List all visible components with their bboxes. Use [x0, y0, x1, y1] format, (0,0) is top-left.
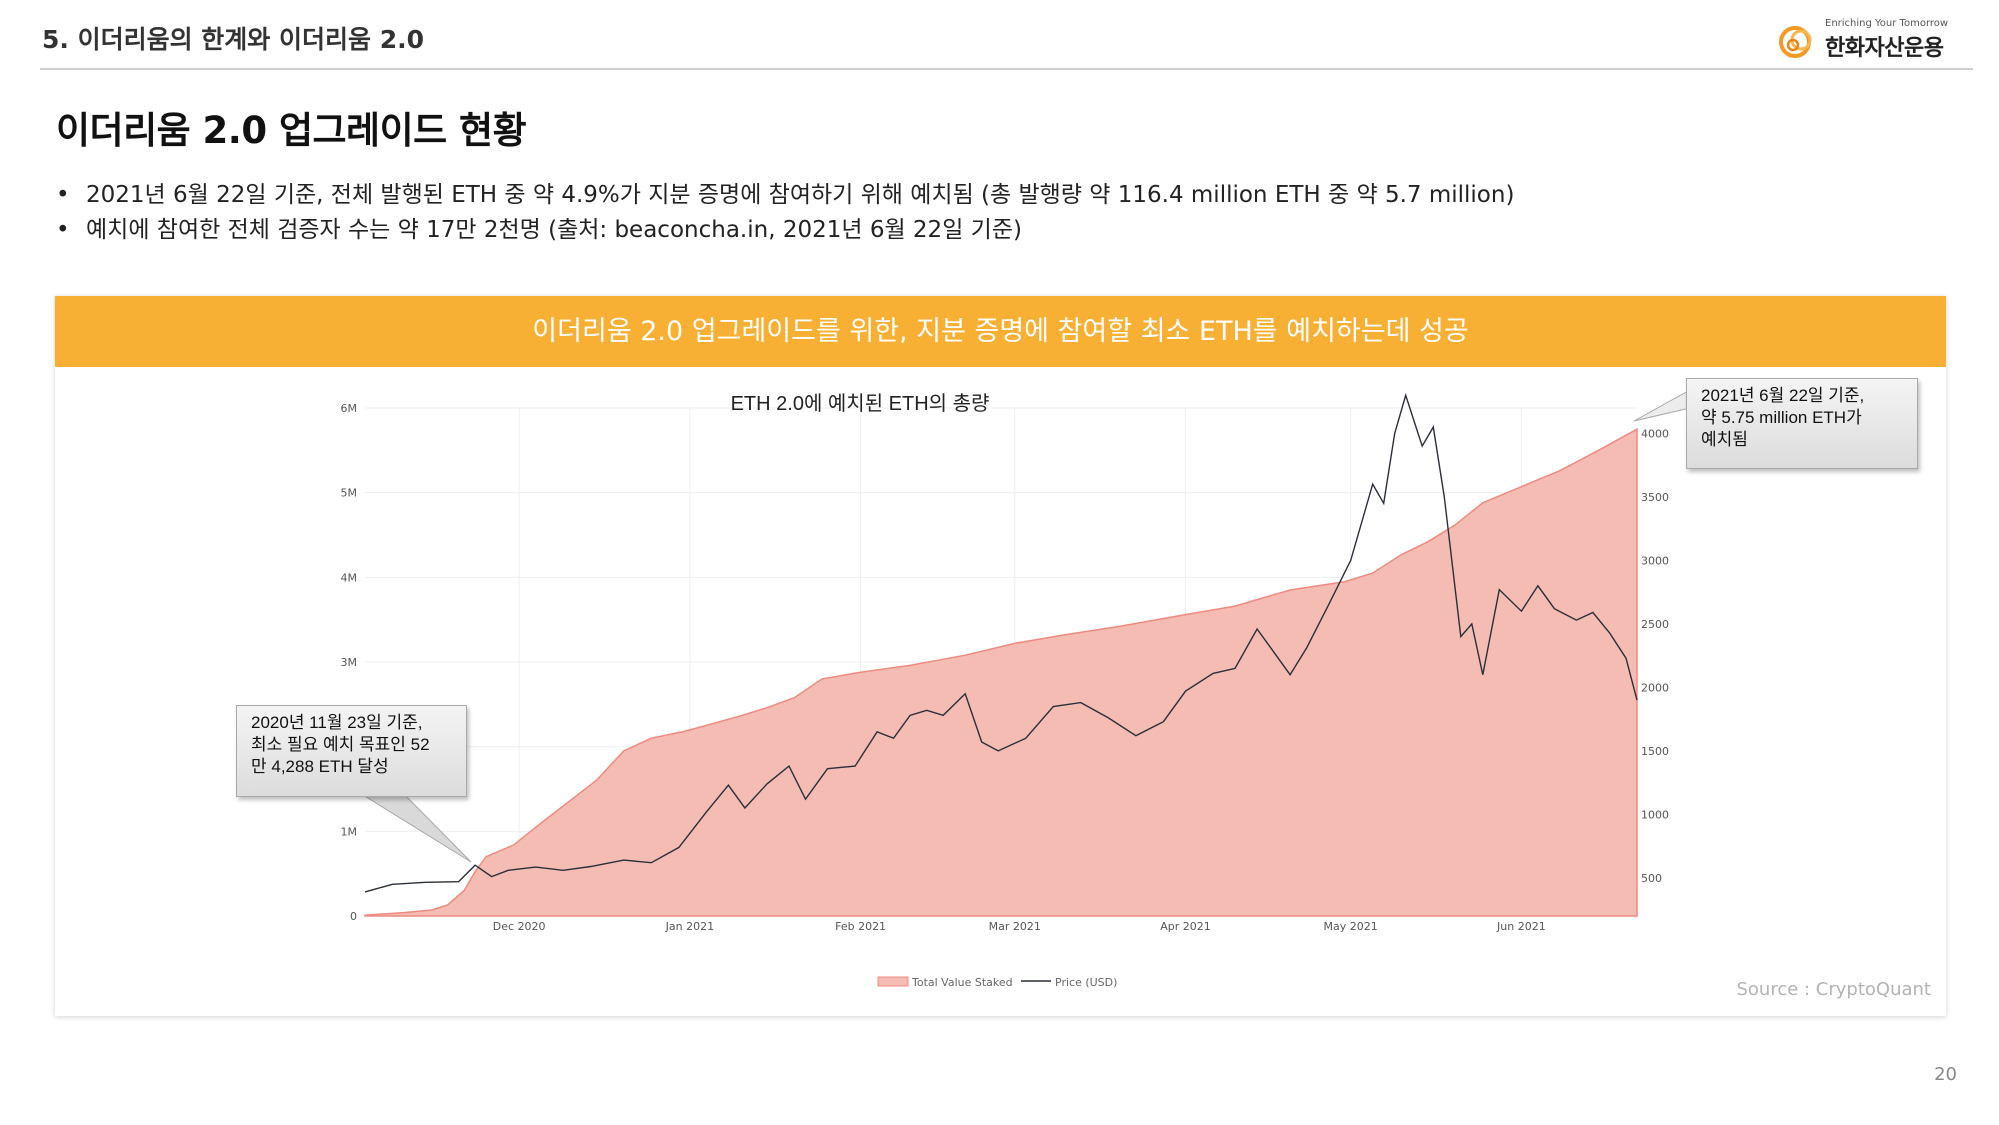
price-line	[364, 392, 1638, 893]
x-tick-label: Mar 2021	[989, 920, 1041, 933]
staking-chart: Dec 2020 Jan 2021 Feb 2021 Mar 2021 Apr 2021…	[341, 392, 1670, 989]
x-tick-label: Jun 2021	[1496, 920, 1546, 933]
callout-line: 약 5.75 million ETH가	[1701, 408, 1862, 427]
y-left-axis-ticks: 01M2M3M4M5M6M	[341, 402, 358, 923]
y-right-tick-label: 2000	[1641, 681, 1669, 694]
y-left-tick-label: 1M	[341, 825, 358, 838]
logo-swirl-icon	[1779, 26, 1812, 58]
y-left-tick-label: 4M	[341, 571, 358, 584]
callout-line: 예치됨	[1701, 430, 1748, 449]
y-right-tick-label: 3500	[1641, 491, 1669, 504]
y-right-tick-label: 1500	[1641, 745, 1669, 758]
bullet-text: 2021년 6월 22일 기준, 전체 발행된 ETH 중 약 4.9%가 지분…	[86, 182, 1515, 208]
section-title: 5. 이더리움의 한계와 이더리움 2.0	[42, 25, 424, 54]
chart-title: ETH 2.0에 예치된 ETH의 총량	[731, 392, 990, 415]
y-right-tick-label: 2500	[1641, 618, 1669, 631]
total-value-staked-area	[364, 427, 1638, 917]
y-right-axis-ticks: 500 1000 1500 2000 2500 3000 3500 4000	[1641, 427, 1669, 885]
y-right-tick-label: 3000	[1641, 554, 1669, 567]
bullet-list: • 2021년 6월 22일 기준, 전체 발행된 ETH 중 약 4.9%가 지…	[56, 178, 1514, 248]
callout-line: 2020년 11월 23일 기준,	[251, 713, 423, 732]
y-left-tick-label: 0	[350, 910, 357, 923]
chart-legend: Total Value Staked Price (USD)	[877, 976, 1117, 989]
logo-tagline: Enriching Your Tomorrow	[1825, 18, 1949, 29]
y-left-tick-label: 5M	[341, 487, 358, 500]
x-tick-label: Apr 2021	[1160, 920, 1211, 933]
x-tick-label: May 2021	[1324, 920, 1378, 933]
callout-milestone: 2020년 11월 23일 기준, 최소 필요 예치 목표인 52 만 4,28…	[236, 705, 467, 797]
x-axis-ticks: Dec 2020 Jan 2021 Feb 2021 Mar 2021 Apr 2021…	[493, 920, 1546, 933]
y-right-tick-label: 500	[1641, 872, 1662, 885]
legend-label-price: Price (USD)	[1055, 976, 1117, 989]
legend-label-staked: Total Value Staked	[911, 976, 1013, 989]
header-rule	[40, 68, 1973, 70]
page-heading: 이더리움 2.0 업그레이드 현황	[56, 109, 527, 152]
x-tick-label: Feb 2021	[835, 920, 886, 933]
bullet-item: • 예치에 참여한 전체 검증자 수는 약 17만 2천명 (출처: beacon…	[56, 213, 1514, 248]
y-left-tick-label: 3M	[341, 656, 358, 669]
page-number: 20	[1934, 1064, 1957, 1085]
bullet-marker: •	[56, 182, 70, 208]
y-right-tick-label: 4000	[1641, 427, 1669, 440]
logo-name: 한화자산운용	[1825, 36, 1944, 61]
callout-line: 만 4,288 ETH 달성	[251, 757, 389, 776]
source-credit: Source : CryptoQuant	[1736, 979, 1931, 1000]
callout-line: 최소 필요 예치 목표인 52	[251, 735, 430, 754]
callout-latest: 2021년 6월 22일 기준, 약 5.75 million ETH가 예치됨	[1686, 378, 1918, 469]
bullet-text: 예치에 참여한 전체 검증자 수는 약 17만 2천명 (출처: beaconc…	[86, 217, 1022, 243]
chart-banner: 이더리움 2.0 업그레이드를 위한, 지분 증명에 참여할 최소 ETH를 예…	[55, 296, 1946, 367]
x-tick-label: Jan 2021	[665, 920, 714, 933]
x-tick-label: Dec 2020	[493, 920, 546, 933]
callout-line: 2021년 6월 22일 기준,	[1701, 386, 1865, 405]
chart-panel: 이더리움 2.0 업그레이드를 위한, 지분 증명에 참여할 최소 ETH를 예…	[55, 296, 1946, 1016]
legend-swatch-area	[877, 976, 909, 987]
y-right-tick-label: 1000	[1641, 808, 1669, 821]
company-logo: Enriching Your Tomorrow 한화자산운용	[1775, 16, 1965, 66]
bullet-item: • 2021년 6월 22일 기준, 전체 발행된 ETH 중 약 4.9%가 지…	[56, 178, 1514, 213]
bullet-marker: •	[56, 217, 70, 243]
y-left-tick-label: 6M	[341, 402, 358, 415]
